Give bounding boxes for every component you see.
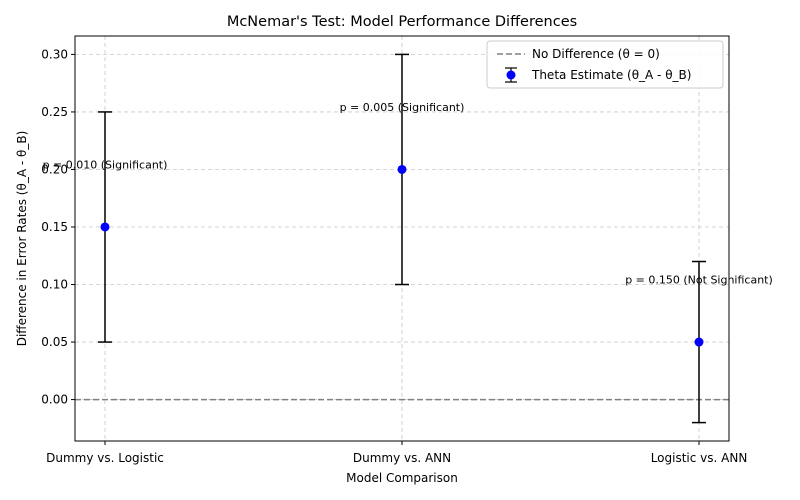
data-point <box>100 222 110 232</box>
y-tick-label: 0.30 <box>41 47 68 61</box>
legend-label-reference: No Difference (θ = 0) <box>532 47 660 61</box>
chart-title: McNemar's Test: Model Performance Differ… <box>227 14 577 30</box>
data-point <box>397 164 407 174</box>
p-value-annotation: p = 0.005 (Significant) <box>340 101 465 114</box>
x-tick-label: Dummy vs. ANN <box>353 451 451 465</box>
legend-label-series: Theta Estimate (θ_A - θ_B) <box>531 68 691 82</box>
x-tick-label: Logistic vs. ANN <box>651 451 748 465</box>
x-axis-label: Model Comparison <box>346 471 458 485</box>
legend-box <box>486 40 724 89</box>
annotations: p = 0.010 (Significant) p = 0.005 (Signif… <box>43 101 773 287</box>
p-value-annotation: p = 0.010 (Significant) <box>43 158 168 171</box>
y-tick-label: 0.10 <box>41 278 68 292</box>
y-axis-label: Difference in Error Rates (θ_A - θ_B) <box>15 131 29 347</box>
y-tick-label: 0.15 <box>41 220 68 234</box>
data-marks <box>98 53 706 424</box>
legend-swatch-point <box>506 70 516 80</box>
data-point <box>694 337 704 347</box>
legend: No Difference (θ = 0) Theta Estimate (θ_A… <box>486 40 724 89</box>
y-tick-label: 0.05 <box>41 335 68 349</box>
axes: 0.00 0.05 0.10 0.15 0.20 0.25 0.30 Dummy vs. Lo… <box>41 47 747 465</box>
x-tick-label: Dummy vs. Logistic <box>46 451 164 465</box>
y-tick-label: 0.25 <box>41 105 68 119</box>
y-tick-label: 0.20 <box>41 162 68 176</box>
p-value-annotation: p = 0.150 (Not Significant) <box>625 273 773 286</box>
y-tick-label: 0.00 <box>41 393 68 407</box>
